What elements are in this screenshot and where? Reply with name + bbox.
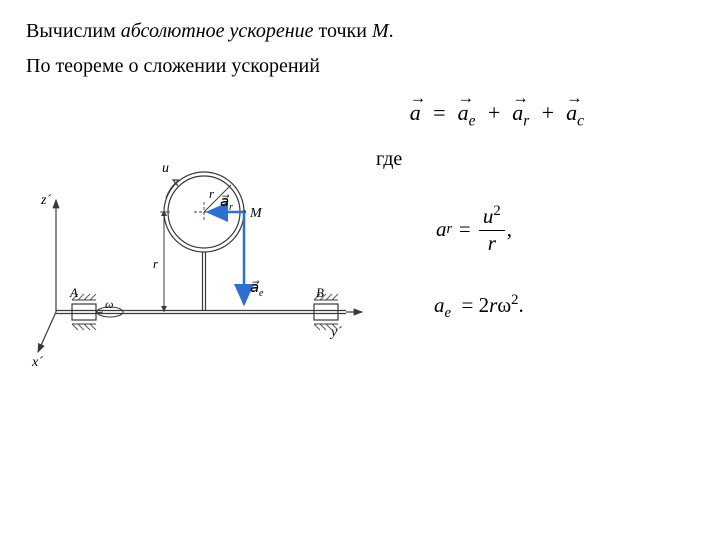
- point-M: M: [372, 20, 389, 42]
- svg-text:r: r: [153, 256, 159, 271]
- svg-text:z´: z´: [40, 193, 51, 208]
- period: .: [389, 20, 394, 42]
- sentence-2: По теореме о сложении ускорений: [26, 55, 694, 78]
- svg-text:r: r: [229, 202, 233, 213]
- svg-text:M: M: [249, 206, 263, 221]
- svg-text:u: u: [162, 161, 169, 176]
- svg-text:x´: x´: [31, 355, 43, 370]
- label-where: где: [376, 148, 524, 171]
- svg-text:A: A: [69, 285, 78, 300]
- svg-text:r: r: [209, 186, 215, 201]
- sentence-1: Вычислим абсолютное ускорение точки M.: [26, 20, 694, 43]
- svg-text:B: B: [316, 285, 324, 300]
- formula-ar: ar = u2 r ,: [436, 203, 524, 255]
- svg-text:ω: ω: [105, 297, 113, 311]
- text-static: точки: [314, 20, 372, 42]
- mechanics-diagram: z´ x´ y´ A: [26, 150, 366, 370]
- italic-text: абсолютное ускорение: [121, 20, 314, 42]
- text-static: Вычислим: [26, 20, 121, 42]
- formula-ae: ae = 2rω2.: [434, 292, 524, 322]
- main-formula: a = ae + ar + ac: [26, 100, 694, 130]
- svg-text:e: e: [259, 288, 264, 299]
